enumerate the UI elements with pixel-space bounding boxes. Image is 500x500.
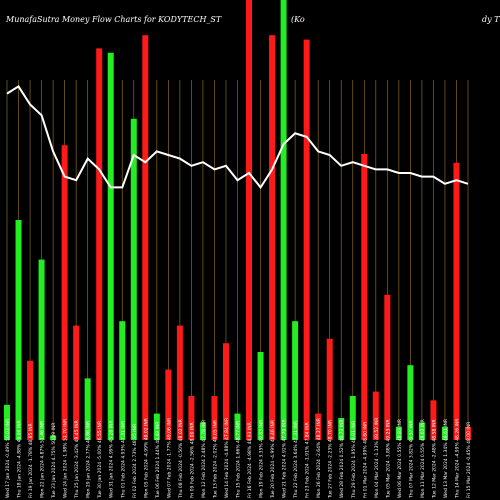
bar	[315, 413, 322, 440]
bar	[211, 396, 218, 440]
bar	[153, 413, 160, 440]
x-tick-label: Wed 14 Feb 2024 -4.88% 47.84 INR	[224, 418, 230, 498]
bar	[280, 0, 287, 440]
bar	[119, 321, 126, 440]
x-tick-label: Tue 30 Jan 2024 -5.00% 46.55 INR	[97, 421, 103, 499]
bar	[107, 52, 114, 441]
bar	[361, 154, 368, 440]
chart-title: MunafaSutra Money Flow Charts for KODYTE…	[5, 15, 222, 24]
bar	[453, 162, 460, 441]
bar	[15, 220, 22, 440]
bar	[384, 294, 391, 440]
x-tick-label: Mon 11 Mar 2024 0.55% 49.02 INR	[420, 419, 426, 498]
x-tick-label: Thu 25 Jan 2024 -3.42% 49.45 INR	[74, 420, 80, 499]
bar	[4, 404, 10, 440]
chart-title-right-2: dy T	[482, 15, 500, 24]
x-tick-label: Tue 20 Feb 2024 -4.99% 48.46 INR	[270, 420, 276, 499]
bar	[38, 259, 45, 440]
bar	[257, 352, 264, 440]
bar	[430, 400, 437, 440]
x-tick-label: Fri 15 Mar 2024 -0.45% 48.00 INR	[466, 422, 472, 498]
bar	[292, 321, 299, 440]
x-tick-label: Fri 23 Feb 2024 -1.91% 47.84 INR	[305, 422, 311, 498]
x-tick-label: Mon 19 Feb 2024 3.35% 49.83 INR	[259, 420, 265, 498]
x-tick-label: Mon 26 Feb 2024 -2.64% 48.27 INR	[316, 418, 322, 498]
bar	[303, 39, 310, 440]
bar	[326, 338, 333, 440]
bar	[73, 325, 80, 440]
bar	[96, 48, 103, 441]
x-tick-label: Mon 22 Jan 2024 4.87% 51.46 INR	[40, 421, 46, 498]
x-tick-label: Thu 18 Jan 2024 -4.88% 49.90 INR	[17, 420, 23, 499]
x-tick-label: Thu 14 Mar 2024 -4.99% 48.26 INR	[454, 419, 460, 499]
bar	[61, 145, 68, 440]
bar	[246, 0, 253, 440]
bar	[188, 396, 195, 440]
bar	[465, 426, 471, 440]
x-tick-labels: Wed 17 Jan 2024 -0.49% 50.03 INR Thu 18 J…	[5, 418, 472, 499]
x-tick-label: Fri 02 Feb 2024 2.73% 48.95 INR	[132, 424, 138, 498]
bar	[165, 369, 172, 440]
x-tick-label: Wed 06 Mar 2024 0.55% 48.83 INR	[397, 419, 403, 498]
bar-series	[4, 0, 471, 441]
x-tick-label: Fri 16 Feb 2024 -4.98% 48.93 INR	[247, 422, 253, 498]
bar	[407, 365, 414, 440]
x-tick-label: Thu 15 Feb 2024 1.66% 48.77 INR	[236, 421, 242, 499]
bar	[418, 422, 425, 440]
x-tick-label: Wed 28 Feb 2024 0.52% 48.73 INR	[339, 419, 345, 498]
x-tick-label: Tue 23 Jan 2024 4.75% 50.89 INR	[51, 423, 57, 499]
x-tick-label: Thu 01 Feb 2024 4.93% 47.31 INR	[120, 421, 126, 499]
x-tick-label: Mon 04 Mar 2024 -1.13% 49.52 INR	[374, 418, 380, 498]
x-tick-label: Wed 31 Jan 2024 4.99% 45.28 INR	[109, 420, 115, 498]
x-tick-label: Tue 12 Mar 2024 -2.48% 48.58 INR	[431, 419, 437, 499]
x-tick-label: Fri 01 Mar 2024 -4.99% 48.80 INR	[362, 422, 368, 498]
x-tick-label: Fri 19 Jan 2024 -1.78% 48.85 INR	[28, 423, 34, 498]
x-tick-label: Wed 17 Jan 2024 -0.49% 50.03 INR	[5, 419, 11, 498]
x-tick-label: Tue 13 Feb 2024 -2.02% 48.05 INR	[212, 420, 218, 499]
bar	[199, 422, 206, 440]
x-tick-label: Wed 13 Mar 2024 1.34% 48.61 INR	[443, 419, 449, 498]
x-tick-label: Mon 29 Jan 2024 2.77% 48.86 INR	[86, 421, 92, 498]
x-tick-label: Tue 27 Feb 2024 -2.23% 48.70 INR	[328, 420, 334, 499]
bar	[338, 418, 345, 440]
bar	[441, 426, 448, 440]
chart-title-right-1: (Ko	[291, 15, 305, 24]
bar	[269, 35, 276, 440]
x-tick-label: Thu 08 Feb 2024 -0.50% 48.02 INR	[178, 419, 184, 499]
bar	[234, 413, 241, 440]
line-series	[6, 85, 469, 190]
bar	[395, 426, 402, 440]
bar	[349, 396, 356, 440]
bar	[27, 360, 34, 440]
x-tick-label: Tue 05 Mar 2024 -3.88% 49.23 INR	[385, 419, 391, 499]
bar	[142, 35, 149, 440]
x-tick-label: Thu 07 Mar 2024 3.82% 49.57 INR	[408, 420, 414, 499]
x-tick-label: Fri 09 Feb 2024 -2.56% 48.00 INR	[189, 422, 195, 498]
bar	[130, 118, 137, 441]
x-tick-label: Wed 07 Feb 2024 -1.77% 49.06 INR	[166, 418, 172, 498]
x-tick-label: Wed 21 Feb 2024 4.92% 47.79 INR	[282, 419, 288, 498]
bar	[50, 435, 57, 440]
bar	[222, 343, 229, 440]
x-tick-label: Thu 29 Feb 2024 1.95% 48.91 INR	[351, 421, 357, 499]
x-tick-label: Mon 12 Feb 2024 2.48% 47.78 INR	[201, 420, 207, 498]
x-tick-label: Wed 24 Jan 2024 -1.98% 51.70 INR	[63, 419, 69, 498]
x-tick-label: Tue 06 Feb 2024 1.44% 48.49 INR	[155, 422, 161, 499]
bar	[84, 378, 91, 440]
x-tick-label: Thu 22 Feb 2024 3.64% 47.31 INR	[293, 421, 299, 499]
x-tick-label: Mon 05 Feb 2024 -4.99% 49.02 INR	[143, 418, 149, 498]
bar	[176, 325, 183, 440]
bar	[372, 391, 379, 440]
